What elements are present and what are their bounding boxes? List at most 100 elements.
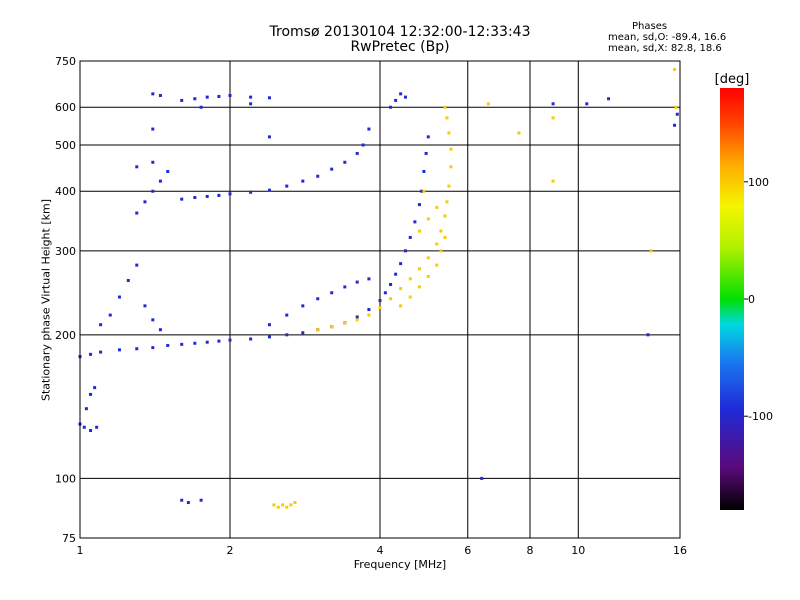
o-mode-point xyxy=(158,93,162,97)
o-mode-point xyxy=(143,200,147,204)
o-mode-point xyxy=(93,386,97,390)
x-mode-point xyxy=(285,505,289,509)
x-mode-point xyxy=(445,200,449,204)
x-mode-point xyxy=(422,189,426,193)
stats-x-mode: mean, sd,X: 82.8, 18.6 xyxy=(608,43,722,54)
x-tick-label: 6 xyxy=(464,544,471,557)
x-mode-point xyxy=(551,116,555,120)
o-mode-point xyxy=(267,96,271,100)
chart-title: Tromsø 20130104 12:32:00-12:33:43 xyxy=(269,24,531,40)
plot-frame xyxy=(79,60,681,539)
o-mode-point xyxy=(285,333,289,337)
o-mode-point xyxy=(367,277,371,281)
o-mode-point xyxy=(422,169,426,173)
o-mode-point xyxy=(180,197,184,201)
x-mode-point xyxy=(443,105,447,109)
o-mode-point xyxy=(413,220,417,224)
o-mode-point xyxy=(151,189,155,193)
o-mode-point xyxy=(355,280,359,284)
o-mode-point xyxy=(166,343,170,347)
o-mode-point xyxy=(394,272,398,276)
o-mode-point xyxy=(193,341,197,345)
chart-subtitle: RwPretec (Bp) xyxy=(350,39,450,55)
o-mode-point xyxy=(367,307,371,311)
x-tick-label: 2 xyxy=(227,544,234,557)
o-mode-point xyxy=(158,328,162,332)
axes: 1 2 4 6 8 10 16 75 100 200 300 400 500 600 750 xyxy=(55,55,687,557)
o-mode-point xyxy=(84,407,88,411)
o-mode-point xyxy=(675,112,679,116)
x-mode-point xyxy=(343,321,347,325)
x-mode-point xyxy=(443,214,447,218)
y-tick-label: 750 xyxy=(55,55,76,68)
y-tick-label: 400 xyxy=(55,185,76,198)
x-mode-point xyxy=(551,179,555,183)
o-mode-point xyxy=(228,338,232,342)
y-tick-label: 500 xyxy=(55,139,76,152)
y-tick-label: 200 xyxy=(55,329,76,342)
x-mode-point xyxy=(649,249,653,253)
y-axis-label: Stationary phase Virtual Height [km] xyxy=(39,198,53,402)
o-mode-point xyxy=(228,192,232,196)
o-mode-point xyxy=(355,151,359,155)
x-mode-point xyxy=(389,297,393,301)
x-mode-point xyxy=(443,235,447,239)
stats-heading: Phases xyxy=(632,21,668,32)
o-mode-point xyxy=(151,346,155,350)
o-mode-point xyxy=(126,278,130,282)
x-mode-point xyxy=(426,217,430,221)
o-mode-point xyxy=(89,352,93,356)
o-mode-point xyxy=(267,135,271,139)
o-mode-point xyxy=(117,348,121,352)
o-mode-point xyxy=(426,135,430,139)
o-mode-point xyxy=(135,211,139,215)
o-mode-point xyxy=(217,193,221,197)
o-mode-point xyxy=(135,165,139,169)
o-mode-point xyxy=(166,169,170,173)
x-mode-point xyxy=(447,184,451,188)
o-mode-point xyxy=(186,501,190,505)
stats-o-mode: mean, sd,O: -89.4, 16.6 xyxy=(608,32,727,43)
colorbar-gradient xyxy=(720,88,744,510)
o-mode-point xyxy=(316,174,320,178)
x-mode-point xyxy=(426,256,430,260)
x-mode-point xyxy=(355,318,359,322)
x-mode-point xyxy=(276,505,280,509)
o-mode-point xyxy=(151,92,155,96)
o-mode-point xyxy=(158,179,162,183)
x-mode-point xyxy=(486,102,490,106)
x-mode-point xyxy=(435,242,439,246)
o-mode-point xyxy=(285,184,289,188)
x-mode-point xyxy=(316,328,320,332)
x-mode-point xyxy=(439,229,443,233)
o-mode-point xyxy=(646,333,650,337)
x-mode-point xyxy=(272,503,276,507)
x-mode-point xyxy=(378,306,382,310)
o-mode-point xyxy=(399,262,403,266)
o-mode-point xyxy=(193,97,197,101)
x-tick-label: 16 xyxy=(673,544,687,557)
o-mode-point xyxy=(389,282,393,286)
x-mode-point xyxy=(517,131,521,135)
colorbar-label: [deg] xyxy=(715,72,750,87)
grid-lines xyxy=(80,61,680,538)
o-mode-point xyxy=(389,105,393,109)
x-mode-point xyxy=(417,229,421,233)
o-mode-point xyxy=(551,102,555,106)
o-mode-point xyxy=(330,167,334,171)
x-mode-point xyxy=(289,503,293,507)
o-mode-point xyxy=(301,304,305,308)
x-tick-label: 1 xyxy=(77,544,84,557)
o-mode-point xyxy=(343,285,347,289)
o-mode-point xyxy=(108,313,112,317)
o-mode-point xyxy=(228,93,232,97)
o-mode-point xyxy=(285,313,289,317)
x-mode-point xyxy=(435,263,439,267)
o-mode-point xyxy=(89,429,93,433)
o-mode-point xyxy=(199,105,203,109)
o-mode-point xyxy=(394,98,398,102)
o-mode-point xyxy=(193,196,197,200)
o-mode-point xyxy=(367,127,371,131)
x-mode-point xyxy=(445,116,449,120)
